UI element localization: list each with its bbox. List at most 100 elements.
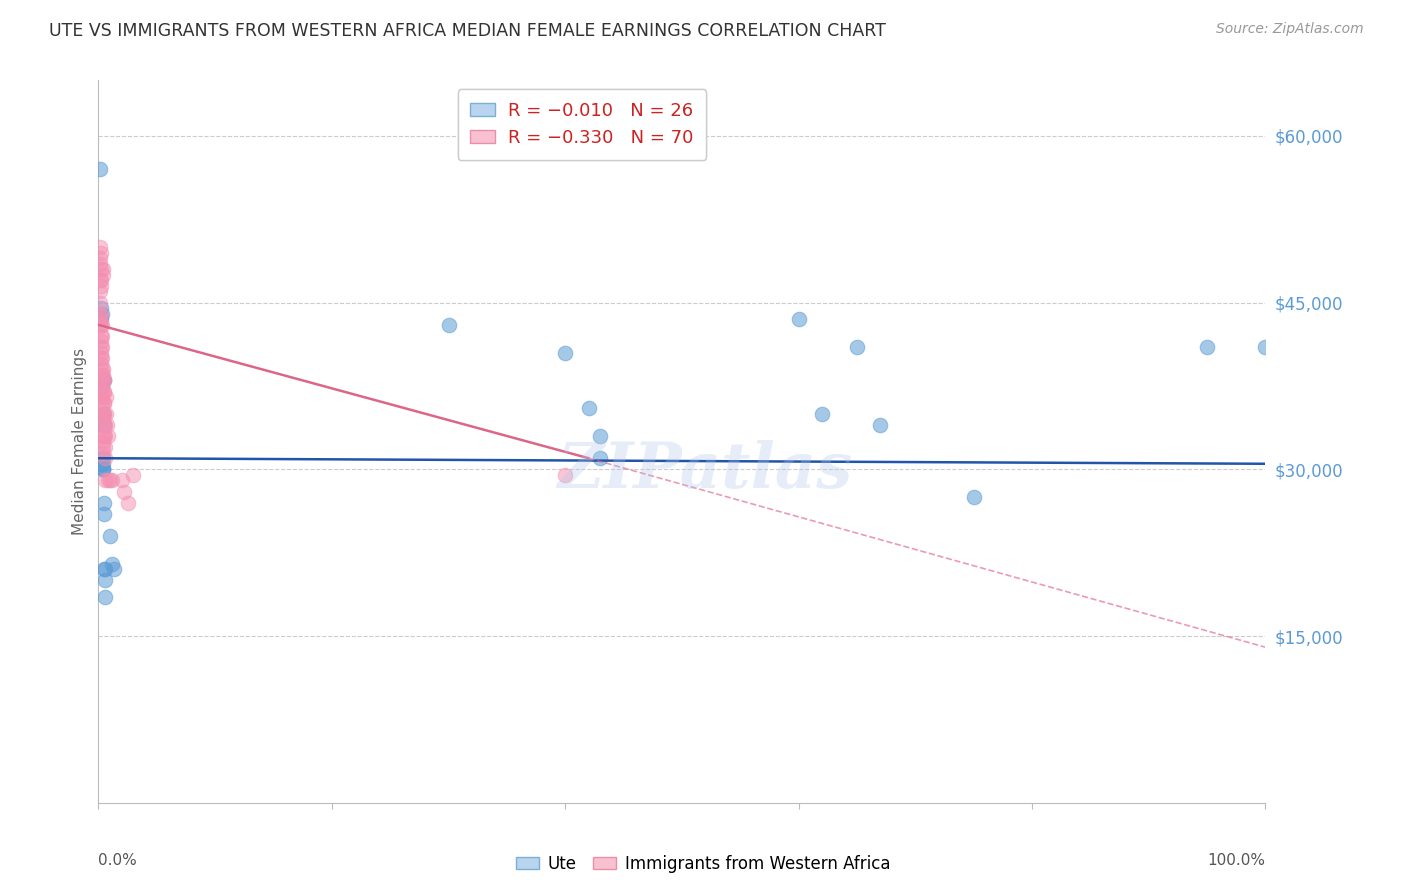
Point	[869, 417, 891, 432]
Point	[98, 474, 121, 488]
Point	[101, 557, 124, 571]
Point	[1197, 340, 1219, 354]
Point	[91, 429, 114, 443]
Point	[93, 395, 115, 409]
Point	[94, 390, 117, 404]
Point	[91, 440, 114, 454]
Point	[89, 307, 111, 321]
Point	[91, 362, 114, 376]
Point	[91, 351, 114, 366]
Text: 0.0%: 0.0%	[98, 854, 138, 869]
Point	[91, 457, 114, 471]
Point	[98, 529, 121, 543]
Point	[122, 467, 145, 482]
Point	[117, 496, 139, 510]
Point	[94, 440, 117, 454]
Point	[91, 412, 114, 426]
Point	[91, 462, 114, 476]
Point	[94, 451, 117, 466]
Point	[94, 474, 117, 488]
Point	[89, 312, 111, 326]
Point	[90, 457, 112, 471]
Point	[93, 429, 115, 443]
Point	[89, 251, 111, 265]
Point	[90, 351, 112, 366]
Point	[1254, 340, 1277, 354]
Text: 100.0%: 100.0%	[1208, 854, 1265, 869]
Point	[94, 590, 117, 604]
Point	[90, 329, 112, 343]
Point	[89, 307, 111, 321]
Point	[589, 451, 612, 466]
Point	[90, 373, 112, 387]
Point	[554, 345, 576, 359]
Point	[90, 301, 112, 315]
Point	[94, 417, 117, 432]
Point	[89, 240, 111, 254]
Point	[94, 562, 117, 576]
Point	[91, 268, 114, 282]
Text: ZIPatlas: ZIPatlas	[558, 440, 853, 501]
Y-axis label: Median Female Earnings: Median Female Earnings	[72, 348, 87, 535]
Point	[93, 373, 115, 387]
Point	[89, 295, 111, 310]
Point	[89, 273, 111, 287]
Point	[91, 462, 114, 476]
Point	[90, 357, 112, 371]
Point	[90, 340, 112, 354]
Point	[578, 401, 600, 416]
Point	[91, 390, 114, 404]
Point	[94, 407, 117, 421]
Point	[112, 484, 135, 499]
Point	[90, 345, 112, 359]
Point	[89, 285, 111, 299]
Point	[91, 395, 114, 409]
Point	[554, 467, 576, 482]
Point	[437, 318, 460, 332]
Point	[93, 417, 115, 432]
Point	[90, 362, 112, 376]
Point	[94, 429, 117, 443]
Point	[90, 318, 112, 332]
Point	[93, 384, 115, 399]
Point	[97, 474, 120, 488]
Point	[811, 407, 834, 421]
Point	[93, 373, 115, 387]
Point	[90, 368, 112, 382]
Point	[91, 407, 114, 421]
Point	[89, 162, 111, 177]
Legend: R = −0.010   N = 26, R = −0.330   N = 70: R = −0.010 N = 26, R = −0.330 N = 70	[457, 89, 706, 160]
Point	[90, 334, 112, 349]
Point	[103, 562, 125, 576]
Point	[93, 395, 115, 409]
Point	[91, 434, 114, 449]
Point	[93, 562, 115, 576]
Point	[89, 318, 111, 332]
Point	[93, 496, 115, 510]
Point	[91, 384, 114, 399]
Point	[787, 312, 810, 326]
Point	[91, 462, 114, 476]
Text: Source: ZipAtlas.com: Source: ZipAtlas.com	[1216, 22, 1364, 37]
Point	[846, 340, 869, 354]
Point	[90, 307, 112, 321]
Point	[90, 379, 112, 393]
Point	[91, 373, 114, 387]
Point	[90, 273, 112, 287]
Point	[93, 373, 115, 387]
Point	[589, 429, 612, 443]
Point	[101, 474, 124, 488]
Point	[93, 407, 115, 421]
Point	[97, 429, 120, 443]
Point	[96, 417, 118, 432]
Point	[91, 262, 114, 277]
Point	[93, 384, 115, 399]
Point	[94, 574, 117, 588]
Point	[90, 329, 112, 343]
Point	[111, 474, 134, 488]
Point	[91, 379, 114, 393]
Point	[93, 507, 115, 521]
Point	[90, 312, 112, 326]
Point	[89, 257, 111, 271]
Point	[91, 451, 114, 466]
